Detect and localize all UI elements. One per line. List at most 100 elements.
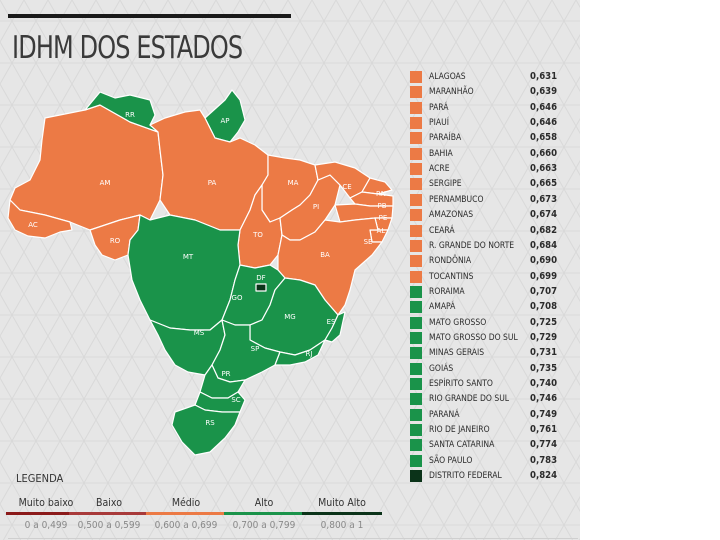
map-label-MG: MG bbox=[284, 313, 295, 321]
ranking-state-name: TOCANTINS bbox=[429, 271, 474, 282]
ranking-state-name: AMAPÁ bbox=[429, 302, 456, 313]
ranking-value: 0,665 bbox=[530, 178, 558, 190]
ranking-row: ESPÍRITO SANTO 0,740 bbox=[410, 376, 570, 391]
ranking-row: SÃO PAULO 0,783 bbox=[410, 453, 570, 468]
ranking-state-name: PERNAMBUCO bbox=[429, 194, 484, 205]
ranking-swatch bbox=[410, 470, 422, 483]
ranking-swatch bbox=[410, 301, 422, 314]
legend-item-name: Baixo bbox=[96, 497, 122, 509]
ranking-row: R. GRANDE DO NORTE 0,684 bbox=[410, 238, 570, 253]
ranking-state-name: PARÁ bbox=[429, 102, 449, 113]
ranking-row: TOCANTINS 0,699 bbox=[410, 269, 570, 284]
map-label-RJ: RJ bbox=[306, 350, 313, 358]
legend-color-bar bbox=[69, 512, 149, 515]
ranking-swatch bbox=[410, 163, 422, 176]
ranking-value: 0,731 bbox=[530, 347, 558, 359]
ranking-swatch bbox=[410, 393, 422, 406]
ranking-row: DISTRITO FEDERAL 0,824 bbox=[410, 468, 570, 483]
ranking-swatch bbox=[410, 147, 422, 160]
ranking-state-name: GOIÁS bbox=[429, 363, 454, 374]
ranking-swatch bbox=[410, 424, 422, 437]
legend-title: LEGENDA bbox=[16, 472, 64, 485]
ranking-row: AMAZONAS 0,674 bbox=[410, 207, 570, 222]
state-SP bbox=[211, 319, 281, 383]
legend-item-range: 0,800 a 1 bbox=[320, 520, 364, 531]
legend-item: Muito Alto 0,800 a 1 bbox=[302, 497, 382, 531]
ranking-value: 0,740 bbox=[530, 378, 558, 389]
ranking-row: MATO GROSSO 0,725 bbox=[410, 315, 570, 330]
map-label-PE: PE bbox=[379, 214, 388, 222]
ranking-row: AMAPÁ 0,708 bbox=[410, 299, 570, 314]
ranking-state-name: SÃO PAULO bbox=[429, 455, 473, 466]
ranking-swatch bbox=[410, 209, 422, 222]
ranking-state-name: RORAIMA bbox=[429, 286, 465, 297]
ranking-value: 0,774 bbox=[530, 439, 558, 451]
ranking-swatch bbox=[410, 316, 422, 329]
legend-item: Muito baixo 0 a 0,499 bbox=[6, 497, 86, 531]
ranking-value: 0,729 bbox=[530, 331, 558, 343]
ranking-state-name: RONDÔNIA bbox=[429, 256, 472, 267]
ranking-state-name: ALAGOAS bbox=[429, 72, 466, 82]
map-label-RS: RS bbox=[205, 419, 215, 427]
ranking-value: 0,682 bbox=[530, 224, 558, 236]
ranking-state-name: ACRE bbox=[429, 164, 450, 175]
state-ES bbox=[324, 311, 346, 343]
ranking-state-name: R. GRANDE DO NORTE bbox=[429, 240, 515, 251]
legend-item-range: 0,600 a 0,699 bbox=[154, 520, 218, 531]
ranking-row: CEARÁ 0,682 bbox=[410, 223, 570, 238]
ranking-row: BAHIA 0,660 bbox=[410, 146, 570, 161]
ranking-state-name: ESPÍRITO SANTO bbox=[429, 379, 493, 389]
legend-color-bar bbox=[302, 512, 382, 515]
ranking-swatch bbox=[410, 362, 422, 375]
ranking-swatch bbox=[410, 331, 422, 344]
map-label-AM: AM bbox=[100, 179, 111, 187]
map-label-RR: RR bbox=[125, 111, 135, 119]
ranking-row: PARAÍBA 0,658 bbox=[410, 130, 570, 145]
legend-item-range: 0,700 a 0,799 bbox=[232, 520, 296, 531]
ranking-value: 0,725 bbox=[530, 316, 558, 328]
legend-item-range: 0 a 0,499 bbox=[24, 520, 68, 531]
map-label-GO: GO bbox=[232, 294, 243, 302]
ranking-row: MINAS GERAIS 0,731 bbox=[410, 345, 570, 360]
map-label-AC: AC bbox=[28, 221, 38, 229]
map-label-BA: BA bbox=[320, 251, 330, 259]
state-MT bbox=[127, 214, 241, 331]
map-label-MA: MA bbox=[288, 179, 299, 187]
ranking-swatch bbox=[410, 270, 422, 283]
ranking-row: PIAUÍ 0,646 bbox=[410, 115, 570, 130]
map-label-PA: PA bbox=[208, 179, 217, 187]
ranking-value: 0,639 bbox=[530, 86, 558, 98]
map-label-SC: SC bbox=[231, 396, 240, 404]
ranking-swatch bbox=[410, 239, 422, 252]
ranking-swatch bbox=[410, 439, 422, 452]
state-RR bbox=[84, 91, 159, 133]
ranking-row: ACRE 0,663 bbox=[410, 161, 570, 176]
map-label-ES: ES bbox=[327, 318, 336, 326]
ranking-state-name: SERGIPE bbox=[429, 179, 462, 190]
legend-color-bar bbox=[224, 512, 304, 515]
ranking-value: 0,746 bbox=[530, 393, 558, 405]
ranking-state-name: PARAÍBA bbox=[429, 133, 462, 144]
ranking-state-name: MINAS GERAIS bbox=[429, 348, 485, 359]
legend-item-range: 0,500 a 0,599 bbox=[77, 520, 141, 531]
ranking-state-name: DISTRITO FEDERAL bbox=[429, 471, 502, 482]
legend-item: Alto 0,700 a 0,799 bbox=[224, 497, 304, 531]
map-labels: RR AP AM PA MA CE RN PB PE AL SE PI AC R… bbox=[28, 111, 387, 427]
state-RN bbox=[361, 177, 393, 195]
ranking-value: 0,646 bbox=[530, 101, 558, 113]
ranking-swatch bbox=[410, 101, 422, 114]
ranking-row: RORAIMA 0,707 bbox=[410, 284, 570, 299]
state-RJ bbox=[274, 339, 326, 366]
ranking-swatch bbox=[410, 224, 422, 237]
map-label-PI: PI bbox=[313, 203, 319, 211]
ranking-value: 0,658 bbox=[530, 132, 558, 144]
ranking-value: 0,699 bbox=[530, 270, 558, 282]
ranking-state-name: RIO GRANDE DO SUL bbox=[429, 394, 510, 405]
ranking-row: MARANHÃO 0,639 bbox=[410, 84, 570, 99]
ranking-value: 0,663 bbox=[530, 163, 558, 175]
ranking-value: 0,824 bbox=[530, 470, 558, 482]
ranking-swatch bbox=[410, 117, 422, 130]
ranking-swatch bbox=[410, 86, 422, 99]
legend-item-name: Muito Alto bbox=[318, 497, 366, 509]
ranking-value: 0,646 bbox=[530, 117, 558, 129]
